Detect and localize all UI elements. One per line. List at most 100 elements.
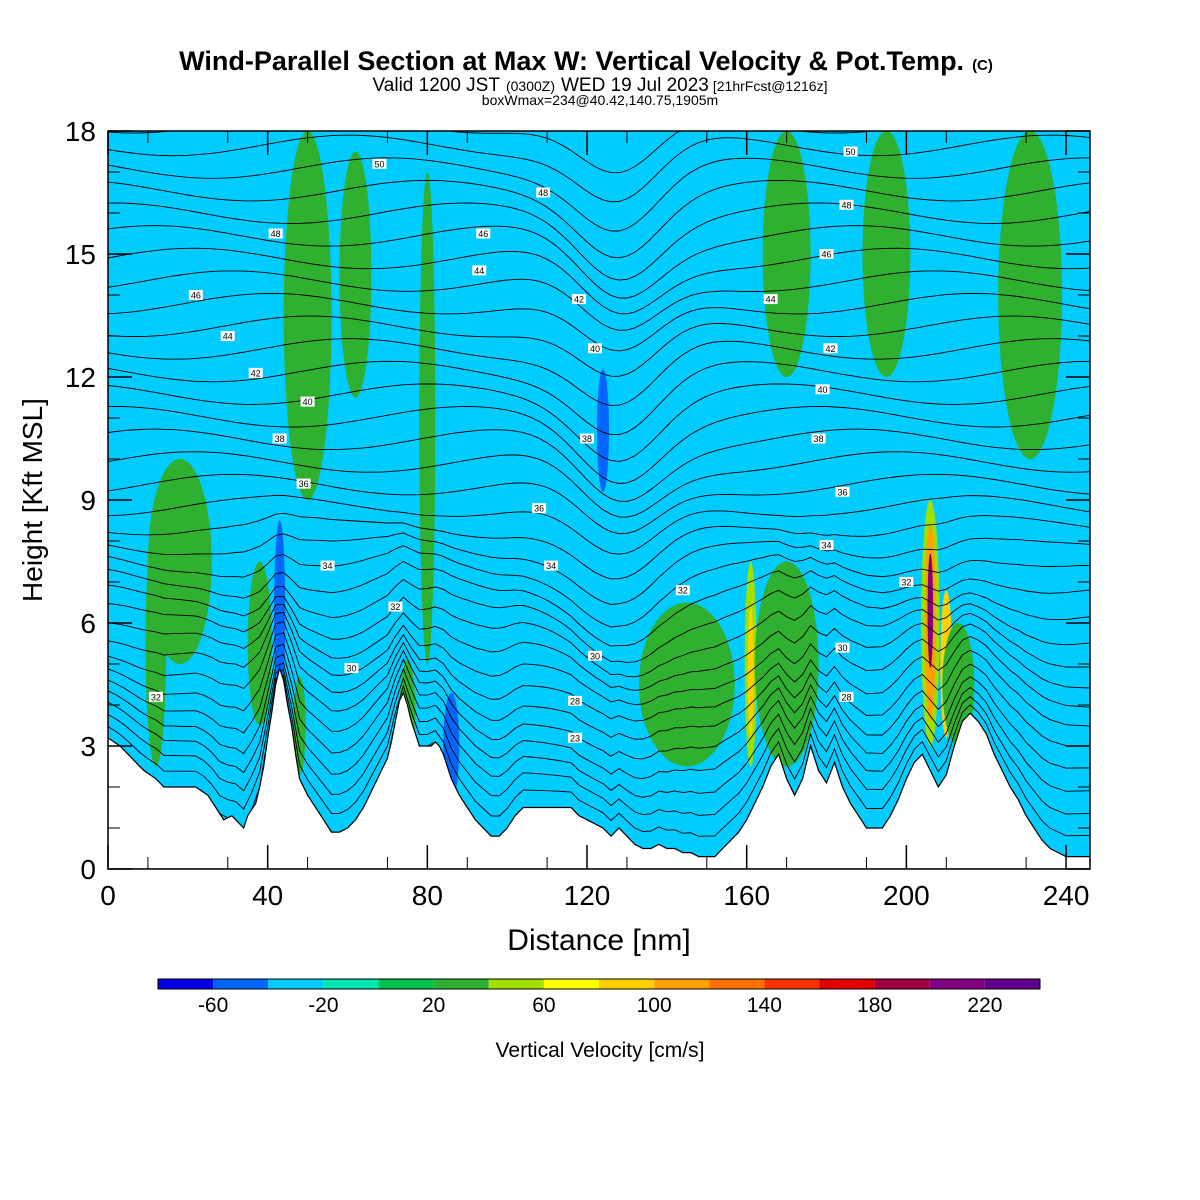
theta-label-box-25 xyxy=(268,228,283,239)
theta-label-box-12 xyxy=(568,732,583,743)
w-cell-2 xyxy=(177,655,190,755)
theta-label-box-3 xyxy=(472,265,487,276)
w-cell-25 xyxy=(942,623,975,746)
theta-label-31: 36 xyxy=(299,479,309,489)
theta-label-10: 30 xyxy=(590,651,600,661)
theta-contour-15 xyxy=(108,512,1090,580)
theta-label-box-29 xyxy=(300,396,315,407)
theta-contour-20 xyxy=(108,406,1090,484)
theta-label-4: 42 xyxy=(574,295,584,305)
theta-label-box-14 xyxy=(839,199,854,210)
theta-label-box-9 xyxy=(675,585,690,596)
colorbar: -60 -20 20 60 100 140 180 220 xyxy=(157,978,1041,1017)
colorbar-swatch-6 xyxy=(488,979,544,989)
theta-label-box-4 xyxy=(572,294,587,305)
terrain-surface xyxy=(108,665,1090,869)
theta-contour-24 xyxy=(108,315,1090,377)
theta-label-box-7 xyxy=(532,503,547,514)
theta-label-box-33 xyxy=(388,601,403,612)
theta-contour-18 xyxy=(108,451,1090,518)
theta-contour-9 xyxy=(108,603,1090,691)
colorbar-swatch-4 xyxy=(378,979,434,989)
theta-contour-14 xyxy=(108,532,1090,605)
theta-contour-22 xyxy=(108,360,1090,436)
theta-label-21: 34 xyxy=(822,541,832,551)
x-tick-label-0: 0 xyxy=(100,880,116,911)
theta-label-box-23 xyxy=(835,642,850,653)
colorbar-swatch-11 xyxy=(764,979,820,989)
y-tick-label-5: 15 xyxy=(65,239,96,270)
chart-subtitle: Valid 1200 JST (0300Z) WED 19 Jul 2023 [21h… xyxy=(373,75,828,96)
theta-label-22: 32 xyxy=(901,578,911,588)
theta-contour-16 xyxy=(108,494,1090,555)
theta-label-box-35 xyxy=(148,691,163,702)
theta-contour-21 xyxy=(108,383,1090,462)
theta-label-12: 23 xyxy=(570,733,580,743)
x-tick-label-4: 160 xyxy=(723,880,770,911)
theta-label-24: 28 xyxy=(841,692,851,702)
colorbar-swatch-2 xyxy=(268,979,324,989)
w-cell-16 xyxy=(638,602,735,767)
theta-label-box-0 xyxy=(372,158,387,169)
theta-label-35: 32 xyxy=(151,692,161,702)
theta-label-box-30 xyxy=(272,433,287,444)
theta-label-box-31 xyxy=(296,478,311,489)
colorbar-swatch-10 xyxy=(709,979,765,989)
theta-label-15: 46 xyxy=(822,250,832,260)
theta-label-13: 50 xyxy=(845,147,855,157)
theta-label-27: 44 xyxy=(223,332,233,342)
theta-label-25: 48 xyxy=(271,229,281,239)
colorbar-swatch-12 xyxy=(819,979,875,989)
w-cell-5 xyxy=(293,676,306,775)
theta-label-box-1 xyxy=(536,187,551,198)
theta-label-18: 40 xyxy=(818,385,828,395)
theta-label-box-15 xyxy=(819,249,834,259)
theta-contour-32 xyxy=(108,134,1090,203)
w-cell-23 xyxy=(927,553,934,669)
theta-label-9: 32 xyxy=(678,586,688,596)
colorbar-tick-label-2: 20 xyxy=(422,994,445,1017)
y-tick-label-3: 9 xyxy=(80,485,96,516)
theta-contour-8 xyxy=(108,611,1090,706)
theta-contour-23 xyxy=(108,338,1090,406)
theta-label-8: 34 xyxy=(546,561,556,571)
theta-label-box-26 xyxy=(188,290,203,300)
theta-label-box-19 xyxy=(811,433,826,444)
y-tick-label-4: 12 xyxy=(65,362,96,393)
theta-label-box-13 xyxy=(843,146,858,157)
theta-label-1: 48 xyxy=(538,188,548,198)
theta-label-14: 48 xyxy=(841,200,851,210)
theta-label-box-22 xyxy=(899,577,914,587)
x-tick-label-6: 240 xyxy=(1043,880,1090,911)
theta-contour-4 xyxy=(108,653,1090,780)
theta-label-7: 36 xyxy=(534,504,544,514)
theta-label-box-11 xyxy=(568,695,583,706)
theta-contour-12 xyxy=(108,560,1090,647)
theta-contour-27 xyxy=(108,247,1090,315)
theta-label-box-27 xyxy=(220,331,235,341)
theta-label-29: 40 xyxy=(303,397,313,407)
w-cell-13 xyxy=(597,368,609,492)
theta-label-box-10 xyxy=(588,650,603,661)
colorbar-frame xyxy=(157,978,1041,990)
x-tick-label-5: 200 xyxy=(883,880,930,911)
colorbar-swatch-9 xyxy=(654,979,710,989)
theta-contour-1 xyxy=(108,674,1090,837)
w-cell-4 xyxy=(274,520,286,710)
colorbar-tick-label-4: 100 xyxy=(637,994,672,1017)
theta-label-2: 46 xyxy=(478,229,488,239)
theta-label-box-5 xyxy=(588,343,603,354)
theta-label-box-16 xyxy=(763,294,778,305)
theta-contour-31 xyxy=(108,157,1090,232)
theta-contour-28 xyxy=(108,225,1090,299)
theta-label-box-21 xyxy=(819,540,834,551)
theta-contour-7 xyxy=(108,621,1090,722)
colorbar-tick-label-7: 220 xyxy=(967,994,1002,1017)
colorbar-swatch-5 xyxy=(433,979,489,989)
theta-label-19: 38 xyxy=(814,434,824,444)
theta-label-33: 32 xyxy=(390,602,400,612)
colorbar-swatch-8 xyxy=(599,979,655,989)
colorbar-label: Vertical Velocity [cm/s] xyxy=(496,1039,705,1062)
